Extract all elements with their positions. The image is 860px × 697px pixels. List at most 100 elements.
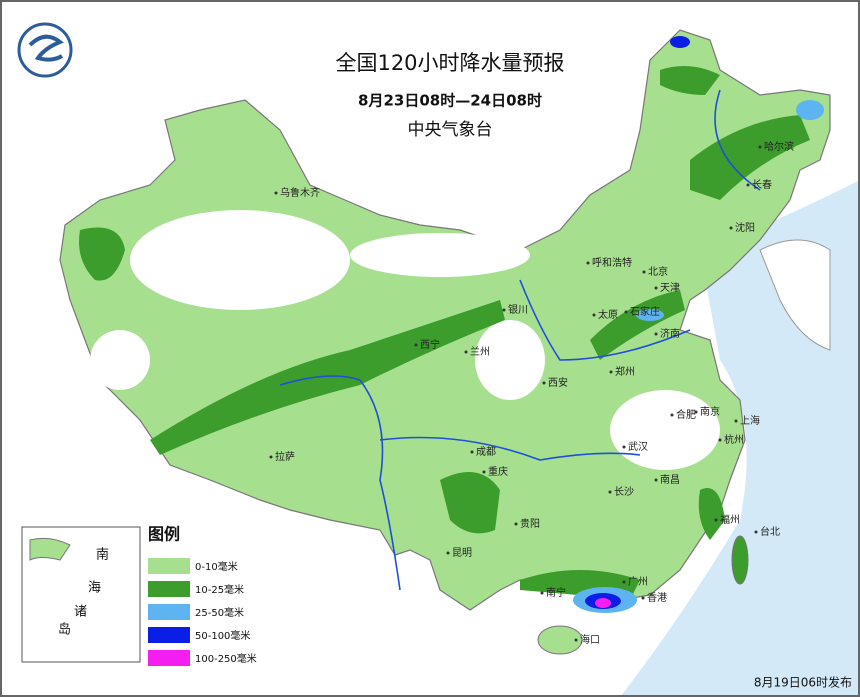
city-label: 重庆	[488, 465, 508, 478]
city-label: 西安	[548, 376, 568, 389]
city-label: 南昌	[660, 473, 680, 486]
dry-area	[475, 320, 545, 400]
city-label: 北京	[648, 265, 668, 278]
city-label: 济南	[660, 327, 680, 340]
city-dot	[754, 530, 758, 534]
city-dot	[746, 183, 750, 187]
legend-title: 图例	[148, 525, 180, 544]
rain-band	[698, 488, 725, 540]
city-dot	[624, 310, 628, 314]
city-dot	[609, 370, 613, 374]
city-dot	[694, 410, 698, 414]
dry-area	[130, 210, 350, 310]
city-dot	[654, 478, 658, 482]
inset-label: 诸	[74, 605, 87, 620]
city-label: 石家庄	[630, 305, 660, 318]
legend-swatch	[148, 627, 190, 643]
city-label: 太原	[598, 308, 618, 321]
city-dot	[592, 313, 596, 317]
city-label: 乌鲁木齐	[280, 186, 320, 199]
city-dot	[622, 445, 626, 449]
city-dot	[540, 591, 544, 595]
rain-band	[440, 472, 500, 534]
city-label: 拉萨	[275, 450, 295, 463]
city-label: 武汉	[628, 440, 648, 453]
city-label: 长春	[752, 179, 772, 191]
legend-label: 10-25毫米	[195, 583, 244, 596]
dry-area	[350, 233, 530, 277]
legend: 0-10毫米 10-25毫米 25-50毫米 50-100毫米 100-250毫米	[148, 558, 257, 666]
issuer: 中央气象台	[408, 120, 493, 140]
inset-label: 南	[96, 547, 109, 563]
subtitle: 8月23日08时—24日08时	[358, 92, 542, 110]
city-dot	[464, 350, 468, 354]
legend-swatch	[148, 604, 190, 620]
inset-label: 海	[88, 581, 101, 596]
city-dot	[470, 450, 474, 454]
city-label: 杭州	[724, 433, 744, 446]
city-label: 哈尔滨	[764, 140, 794, 153]
city-dot	[574, 638, 578, 642]
city-dot	[446, 551, 450, 555]
rain-band	[660, 66, 720, 95]
city-label: 呼和浩特	[592, 257, 632, 269]
inset-label: 岛	[58, 622, 71, 638]
city-label: 昆明	[452, 547, 472, 559]
city-label: 广州	[628, 576, 648, 588]
torrential-rain	[595, 598, 611, 608]
city-label: 合肥	[676, 408, 696, 421]
city-label: 台北	[760, 525, 780, 538]
city-label: 郑州	[615, 365, 635, 378]
hainan	[537, 625, 583, 655]
rain-band	[590, 290, 685, 360]
city-dot	[729, 226, 733, 230]
city-label: 上海	[740, 414, 760, 427]
legend-swatch	[148, 581, 190, 597]
dry-area	[610, 390, 720, 470]
taiwan	[731, 535, 749, 585]
rain-band	[150, 300, 505, 455]
city-label: 长沙	[614, 486, 634, 498]
heavy-rain	[636, 309, 664, 321]
city-label: 香港	[647, 592, 667, 604]
city-dot	[274, 191, 278, 195]
city-dot	[608, 490, 612, 494]
city-dot	[514, 522, 518, 526]
city-dot	[641, 596, 645, 600]
city-dot	[654, 332, 658, 336]
city-dot	[654, 286, 658, 290]
korea	[759, 239, 831, 351]
footer: 8月19日06时发布	[754, 675, 852, 690]
city-dot	[734, 419, 738, 423]
legend-label: 100-250毫米	[195, 652, 257, 665]
heavy-rain	[796, 100, 824, 120]
city-label: 南宁	[546, 586, 566, 599]
city-dot	[414, 343, 418, 347]
city-dot	[542, 381, 546, 385]
legend-swatch	[148, 650, 190, 666]
city-dot	[758, 145, 762, 149]
city-dot	[622, 580, 626, 584]
city-label: 海口	[580, 633, 600, 646]
legend-label: 25-50毫米	[195, 606, 244, 619]
legend-label: 0-10毫米	[195, 560, 238, 573]
river	[279, 89, 761, 591]
city-dot	[718, 438, 722, 442]
city-dot	[502, 308, 506, 312]
city-label: 南京	[700, 405, 720, 418]
city-dot	[642, 270, 646, 274]
city-label: 贵阳	[520, 517, 540, 530]
city-dot	[714, 518, 718, 522]
title: 全国120小时降水量预报	[335, 51, 564, 75]
city-label: 西宁	[420, 338, 440, 351]
city-dot	[482, 470, 486, 474]
logo-mark	[28, 34, 64, 62]
rain-band	[79, 227, 125, 281]
very-heavy-rain	[670, 36, 690, 48]
legend-label: 50-100毫米	[195, 629, 250, 642]
city-label: 沈阳	[735, 221, 755, 234]
